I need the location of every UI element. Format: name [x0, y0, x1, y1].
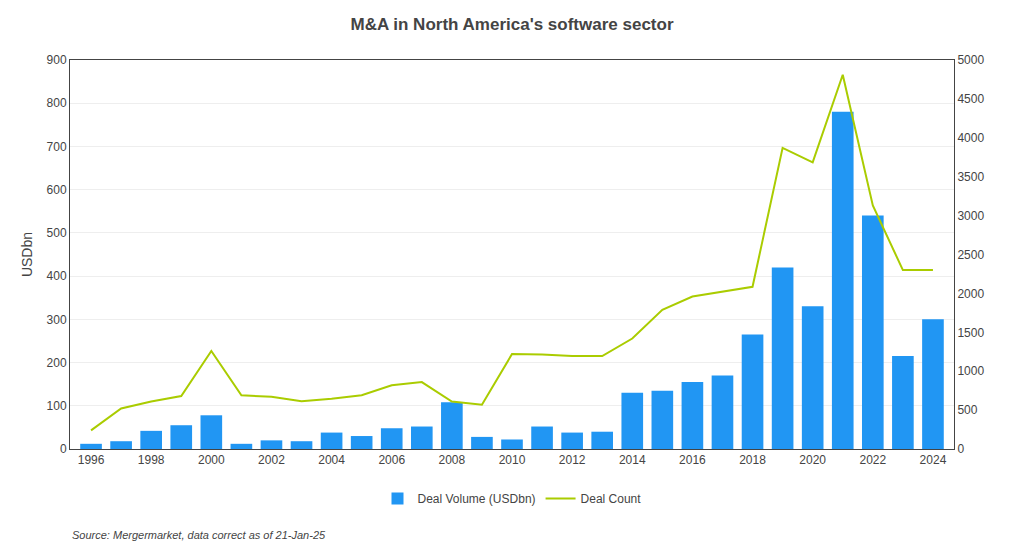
svg-text:4500: 4500: [957, 92, 984, 106]
svg-text:5000: 5000: [957, 53, 984, 67]
svg-text:700: 700: [47, 140, 67, 154]
svg-text:2500: 2500: [957, 248, 984, 262]
svg-text:200: 200: [47, 356, 67, 370]
svg-text:2022: 2022: [859, 453, 886, 467]
svg-text:3000: 3000: [957, 209, 984, 223]
svg-text:0: 0: [957, 442, 964, 456]
svg-text:2000: 2000: [198, 453, 225, 467]
svg-text:2000: 2000: [957, 287, 984, 301]
svg-text:900: 900: [47, 53, 67, 67]
svg-text:Deal Count: Deal Count: [581, 492, 642, 506]
svg-text:2018: 2018: [739, 453, 766, 467]
svg-text:2020: 2020: [799, 453, 826, 467]
svg-text:4000: 4000: [957, 131, 984, 145]
svg-text:2006: 2006: [378, 453, 405, 467]
svg-text:Source: Mergermarket, data cor: Source: Mergermarket, data correct as of…: [72, 529, 326, 541]
svg-text:1996: 1996: [78, 453, 105, 467]
svg-text:2004: 2004: [318, 453, 345, 467]
svg-text:2024: 2024: [920, 453, 947, 467]
svg-text:600: 600: [47, 183, 67, 197]
svg-text:500: 500: [47, 226, 67, 240]
svg-text:Deal Volume (USDbn): Deal Volume (USDbn): [418, 492, 536, 506]
svg-text:0: 0: [60, 442, 67, 456]
svg-text:2008: 2008: [439, 453, 466, 467]
svg-text:2014: 2014: [619, 453, 646, 467]
svg-text:2010: 2010: [499, 453, 526, 467]
svg-text:100: 100: [47, 399, 67, 413]
svg-text:1500: 1500: [957, 326, 984, 340]
svg-text:500: 500: [957, 403, 977, 417]
svg-text:300: 300: [47, 313, 67, 327]
svg-text:2012: 2012: [559, 453, 586, 467]
svg-text:3500: 3500: [957, 170, 984, 184]
svg-text:2016: 2016: [679, 453, 706, 467]
svg-text:M&A in North America's softwar: M&A in North America's software sector: [350, 15, 673, 34]
svg-text:1998: 1998: [138, 453, 165, 467]
svg-text:1000: 1000: [957, 364, 984, 378]
svg-text:400: 400: [47, 269, 67, 283]
svg-text:2002: 2002: [258, 453, 285, 467]
svg-text:USDbn: USDbn: [19, 232, 35, 277]
svg-text:800: 800: [47, 96, 67, 110]
